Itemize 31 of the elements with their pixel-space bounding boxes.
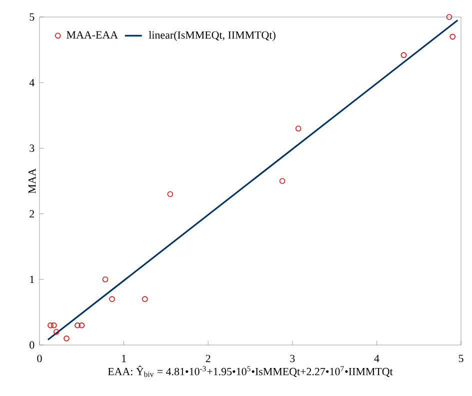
point <box>50 322 57 328</box>
y-tick-label: 2 <box>30 210 34 218</box>
point <box>295 126 302 132</box>
y-tick-label: 4 <box>29 79 34 86</box>
legend-label: MAA-EAA <box>66 31 118 38</box>
y-axis-title: MAA <box>28 168 36 194</box>
point <box>446 14 452 20</box>
x-tick-label: 4 <box>374 354 380 362</box>
x-tick-label: 5 <box>458 354 464 362</box>
point <box>142 296 148 302</box>
point <box>167 191 174 198</box>
point <box>53 328 60 335</box>
x-tick-label: 2 <box>206 354 210 362</box>
text: EAA: Ŷ$_{biv}$ = 4.81•10$^{-3}$+1.95•10$^{5}$•IsMMEQt+2.27•10$^{7}$•IIMMTQt <box>108 366 393 377</box>
point <box>279 178 286 184</box>
x-tick-label: 0 <box>37 354 42 362</box>
y-tick-label: 5 <box>30 13 34 21</box>
y-tick-label: 1 <box>30 276 34 284</box>
point <box>450 34 456 40</box>
legend-label: linear(IsMMEQt, IIMMTQt) <box>148 31 276 41</box>
y-tick-label: 0 <box>30 341 34 349</box>
point <box>102 276 108 282</box>
point <box>48 322 54 328</box>
point <box>78 322 85 328</box>
point <box>400 52 407 58</box>
x-tick-label: 1 <box>122 354 126 362</box>
point <box>109 296 115 302</box>
point <box>64 336 70 342</box>
y-tick-label: 3 <box>30 144 34 152</box>
point <box>74 322 80 328</box>
x-tick-label: 3 <box>290 354 295 362</box>
